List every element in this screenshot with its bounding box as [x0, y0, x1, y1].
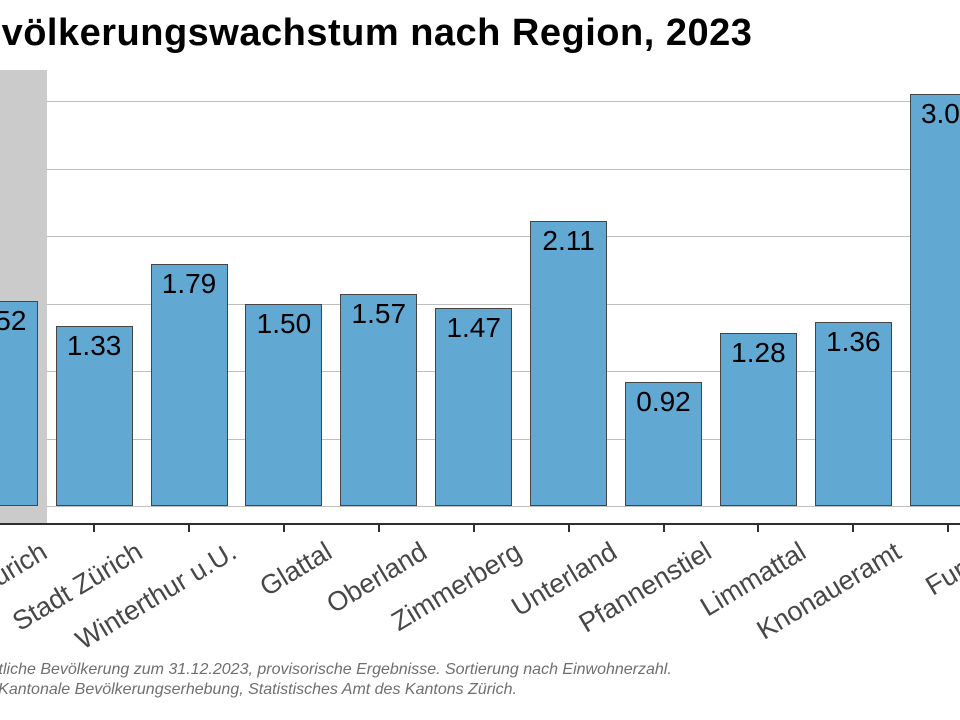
x-axis-tick [662, 525, 665, 532]
x-axis-tick [472, 525, 475, 532]
bar-Pfannenstiel [625, 381, 702, 506]
bar-Knonaueramt [814, 322, 892, 506]
bar-value-label: 1.47 [446, 311, 501, 343]
bar-Stadt Zürich [55, 326, 133, 506]
bar-Oberland [340, 294, 418, 506]
bar-Zimmerberg [435, 307, 513, 506]
gridline [0, 101, 960, 102]
bar-value-label: 1.33 [66, 330, 122, 362]
bar-value-label: 1.36 [826, 326, 881, 358]
x-axis-tick [93, 525, 96, 532]
bar-value-label: 1.52 [0, 304, 27, 336]
x-axis-tick [947, 525, 950, 532]
x-axis-tick [282, 525, 285, 532]
bar-Glattal [245, 303, 323, 506]
x-axis-label: Furttal [920, 536, 960, 602]
bar-Winterthur u.U. [150, 264, 228, 506]
x-axis-label: Winterthur u.U. [70, 536, 242, 656]
gridline [0, 506, 960, 507]
bar-value-label: 2.11 [542, 225, 595, 257]
bar-value-label: 1.57 [351, 298, 407, 330]
x-axis-tick [377, 525, 380, 532]
x-axis-tick [757, 525, 760, 532]
chart-title: Bevölkerungswachstum nach Region, 2023 [0, 12, 753, 54]
x-axis-tick [567, 525, 570, 532]
x-axis-line [0, 523, 960, 525]
x-axis-tick [852, 525, 855, 532]
bar-Kanton Zürich [0, 300, 38, 506]
footnote-line-2: Quelle: Kantonale Bevölkerungserhebung, … [0, 681, 517, 698]
bar-Furttal [909, 94, 960, 506]
bar-value-label: 1.79 [161, 268, 217, 300]
bar-value-label: 1.50 [256, 307, 312, 339]
bar-value-label: 1.28 [731, 337, 786, 369]
bar-Unterland [530, 221, 608, 506]
footnote-line-1: Wirtschaftliche Bevölkerung zum 31.12.20… [0, 661, 672, 678]
bar-value-label: 3.05 [920, 98, 960, 130]
gridline [0, 303, 960, 305]
gridline [0, 168, 960, 170]
x-axis-tick [188, 525, 190, 532]
gridline [0, 236, 960, 237]
bar-Limmattal [719, 333, 797, 506]
bar-value-label: 0.92 [636, 385, 691, 417]
